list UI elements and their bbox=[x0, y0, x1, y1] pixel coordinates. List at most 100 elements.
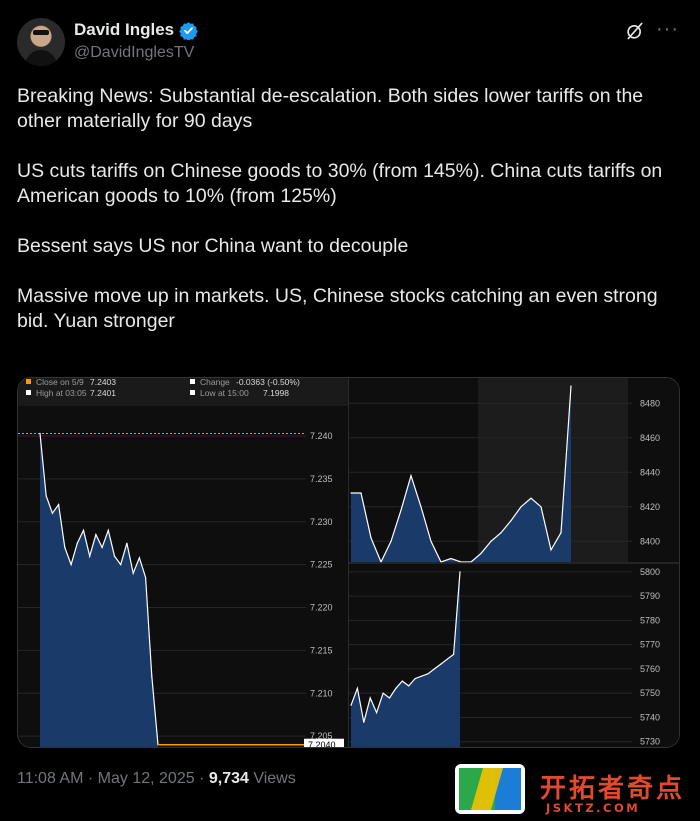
data-point bbox=[430, 540, 432, 542]
data-point bbox=[433, 668, 435, 670]
legend-close-label: Close on 5/9 bbox=[36, 378, 84, 387]
usdcnh-chart: Close on 5/9 7.2403 High at 03:05 7.2401… bbox=[18, 378, 348, 747]
legend-change-label: Change bbox=[200, 378, 230, 387]
legend-low-label: Low at 15:00 bbox=[200, 388, 249, 398]
grok-icon[interactable] bbox=[625, 21, 645, 41]
y-tick-label: 8400 bbox=[640, 536, 660, 546]
tweet-paragraph: US cuts tariffs on Chinese goods to 30% … bbox=[17, 160, 663, 207]
data-point bbox=[350, 704, 352, 706]
y-tick-label: 5800 bbox=[640, 567, 660, 577]
data-point bbox=[138, 557, 140, 559]
y-tick-label: 7.220 bbox=[310, 603, 333, 613]
y-tick-label: 8460 bbox=[640, 433, 660, 443]
series-area bbox=[351, 571, 460, 747]
tweet-meta: 11:08 AM · May 12, 2025 · 9,734 Views bbox=[17, 770, 296, 788]
data-point bbox=[570, 385, 572, 387]
y-tick-label: 5740 bbox=[640, 712, 660, 722]
more-icon[interactable]: ··· bbox=[656, 18, 679, 40]
meta-separator: · bbox=[87, 770, 94, 787]
series-area bbox=[40, 433, 158, 747]
views-count: 9,734 bbox=[208, 770, 249, 787]
watermark: 开拓者奇点 JSKTZ.COM bbox=[446, 758, 700, 821]
author-handle[interactable]: @DavidInglesTV bbox=[74, 44, 195, 61]
meta-separator: · bbox=[199, 770, 205, 787]
data-point bbox=[480, 552, 482, 554]
y-tick-label: 8420 bbox=[640, 502, 660, 512]
legend-change-swatch bbox=[190, 379, 195, 384]
data-point bbox=[500, 532, 502, 534]
data-point bbox=[132, 572, 134, 574]
charts-image: Close on 5/9 7.2403 High at 03:05 7.2401… bbox=[18, 378, 679, 747]
data-point bbox=[350, 492, 352, 494]
avatar[interactable] bbox=[17, 18, 65, 66]
index-chart-top: 8480 8460 8440 8420 8400 bbox=[349, 378, 679, 564]
data-point bbox=[414, 678, 416, 680]
y-tick-label: 7.205 bbox=[310, 731, 333, 741]
data-point bbox=[70, 564, 72, 566]
data-point bbox=[450, 557, 452, 560]
display-name[interactable]: David Ingles bbox=[74, 20, 175, 39]
y-tick-label: 8440 bbox=[640, 467, 660, 477]
data-point bbox=[95, 534, 97, 536]
data-point bbox=[82, 529, 85, 531]
legend-close-value: 7.2403 bbox=[90, 378, 116, 387]
data-point bbox=[382, 692, 384, 694]
y-tick-label: 5730 bbox=[640, 737, 660, 747]
data-point bbox=[101, 546, 103, 549]
data-point bbox=[51, 512, 54, 514]
data-point bbox=[39, 432, 41, 434]
y-tick-label: 7.235 bbox=[310, 474, 333, 484]
data-point bbox=[453, 653, 455, 655]
y-tick-label: 7.210 bbox=[310, 688, 333, 698]
data-point bbox=[64, 546, 66, 549]
series-area bbox=[351, 386, 571, 562]
data-point bbox=[363, 721, 365, 723]
data-point bbox=[459, 571, 461, 573]
index-chart-bottom: 5800 5790 5780 5770 5760 5750 5740 5730 bbox=[349, 564, 679, 747]
tweet-time[interactable]: 11:08 AM bbox=[17, 770, 84, 787]
data-point bbox=[550, 549, 552, 551]
data-point bbox=[151, 675, 153, 677]
data-point bbox=[520, 506, 522, 508]
data-point bbox=[145, 576, 147, 579]
data-point bbox=[58, 504, 60, 506]
data-point bbox=[530, 497, 532, 499]
data-point bbox=[408, 685, 410, 687]
legend-low-swatch bbox=[190, 390, 195, 395]
y-tick-label: 5760 bbox=[640, 664, 660, 674]
data-point bbox=[401, 680, 403, 682]
chart1-legend: Close on 5/9 7.2403 High at 03:05 7.2401… bbox=[26, 378, 300, 398]
author-name-row[interactable]: David Ingles bbox=[74, 20, 198, 40]
data-point bbox=[410, 475, 412, 477]
watermark-cn-text: 开拓者奇点 bbox=[540, 774, 686, 804]
data-point bbox=[388, 697, 391, 699]
data-point bbox=[76, 542, 78, 544]
tweet-date[interactable]: May 12, 2025 bbox=[97, 770, 195, 787]
tweet-media-image[interactable]: Close on 5/9 7.2403 High at 03:05 7.2401… bbox=[17, 377, 680, 748]
data-point bbox=[420, 506, 422, 508]
data-point bbox=[427, 673, 429, 675]
y-tick-label: 5790 bbox=[640, 591, 660, 601]
data-point bbox=[45, 495, 47, 497]
y-tick-label: 5770 bbox=[640, 640, 660, 650]
views-label: Views bbox=[253, 770, 296, 787]
tweet-paragraph: Bessent says US nor China want to decoup… bbox=[17, 235, 409, 257]
data-point bbox=[560, 532, 562, 534]
y-tick-label: 5750 bbox=[640, 688, 660, 698]
watermark-en-text: JSKTZ.COM bbox=[546, 801, 641, 815]
legend-change-value: -0.0363 (-0.50%) bbox=[236, 378, 300, 387]
data-point bbox=[400, 509, 402, 511]
data-point bbox=[446, 658, 448, 660]
data-point bbox=[370, 537, 372, 539]
y-tick-label: 8480 bbox=[640, 398, 660, 408]
y-tick-label: 7.215 bbox=[310, 645, 333, 655]
legend-high-swatch bbox=[26, 390, 31, 395]
data-point bbox=[490, 540, 492, 542]
series-line bbox=[350, 571, 461, 723]
data-point bbox=[369, 697, 371, 699]
last-price-tag bbox=[304, 738, 344, 747]
data-point bbox=[89, 555, 91, 557]
legend-low-value: 7.1998 bbox=[263, 388, 289, 398]
tweet-text: Breaking News: Substantial de-escalation… bbox=[17, 84, 687, 359]
